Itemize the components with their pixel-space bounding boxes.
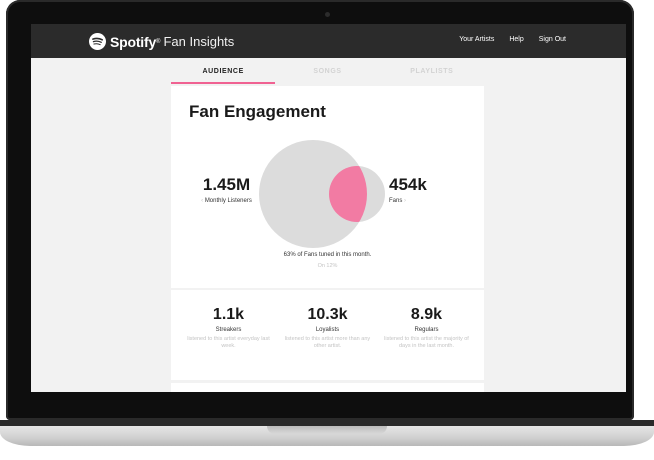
engagement-caption: 63% of Fans tuned in this month. (283, 252, 372, 258)
tab-songs[interactable]: SONGS (313, 68, 342, 75)
spotify-icon (89, 33, 106, 50)
chevron-right-icon[interactable]: › (404, 198, 407, 204)
listeners-circle (259, 140, 367, 248)
next-card (171, 383, 484, 392)
section-title: Fan Engagement (189, 102, 326, 121)
tab-playlists[interactable]: PLAYLISTS (410, 68, 454, 75)
laptop-hinge (0, 420, 654, 426)
stat-description: listened to this artist the majority of … (384, 336, 469, 350)
section-tabs: AUDIENCE SONGS PLAYLISTS (171, 62, 484, 84)
stat-regulars: 8.9k Regulars listened to this artist th… (382, 306, 472, 351)
brand-name: Spotify (110, 33, 157, 50)
brand-trademark: ® (156, 38, 161, 45)
nav-your-artists[interactable]: Your Artists (459, 36, 495, 43)
nav-help[interactable]: Help (509, 36, 524, 43)
stat-streakers: 1.1k Streakers listened to this artist e… (184, 306, 274, 351)
fan-engagement-card: Fan Engagement 1.45M ‹ Monthly Listeners… (171, 86, 484, 288)
tab-audience[interactable]: AUDIENCE (171, 62, 276, 84)
product-name: Fan Insights (163, 34, 235, 49)
fans-value: 454k (389, 175, 427, 194)
stat-value: 10.3k (307, 306, 348, 323)
chevron-left-icon[interactable]: ‹ (201, 198, 204, 204)
fans-label: Fans (389, 198, 403, 204)
app-screen: Spotify ® Fan Insights Your Artists Help… (31, 24, 626, 392)
nav-sign-out[interactable]: Sign Out (538, 36, 566, 43)
monthly-listeners-label: Monthly Listeners (204, 198, 252, 204)
monthly-listeners-metric: 1.45M ‹ Monthly Listeners (189, 175, 264, 204)
stat-description: listened to this artist more than any ot… (284, 336, 371, 350)
engagement-caption-sub: On 12% (317, 263, 338, 269)
app-header: Spotify ® Fan Insights Your Artists Help… (31, 24, 626, 58)
fans-metric: 454k Fans › (389, 175, 459, 204)
laptop-lid: Spotify ® Fan Insights Your Artists Help… (6, 0, 634, 420)
overlap-segment (329, 166, 367, 222)
stat-loyalists: 10.3k Loyalists listened to this artist … (283, 306, 373, 351)
stat-description: listened to this artist everyday last we… (187, 336, 270, 350)
stat-value: 1.1k (212, 306, 245, 323)
monthly-listeners-value: 1.45M (202, 175, 251, 194)
stat-value: 8.9k (410, 306, 443, 323)
laptop-base (0, 426, 654, 446)
stat-name: Streakers (215, 327, 242, 333)
laptop-notch (267, 426, 387, 434)
fan-segments-card: 1.1k Streakers listened to this artist e… (171, 290, 484, 380)
stat-name: Regulars (414, 327, 439, 333)
venn-diagram (259, 140, 385, 248)
brand-logo[interactable]: Spotify ® Fan Insights (89, 33, 234, 50)
top-nav: Your Artists Help Sign Out (459, 36, 566, 43)
camera-icon (325, 12, 330, 17)
stat-name: Loyalists (315, 327, 340, 333)
